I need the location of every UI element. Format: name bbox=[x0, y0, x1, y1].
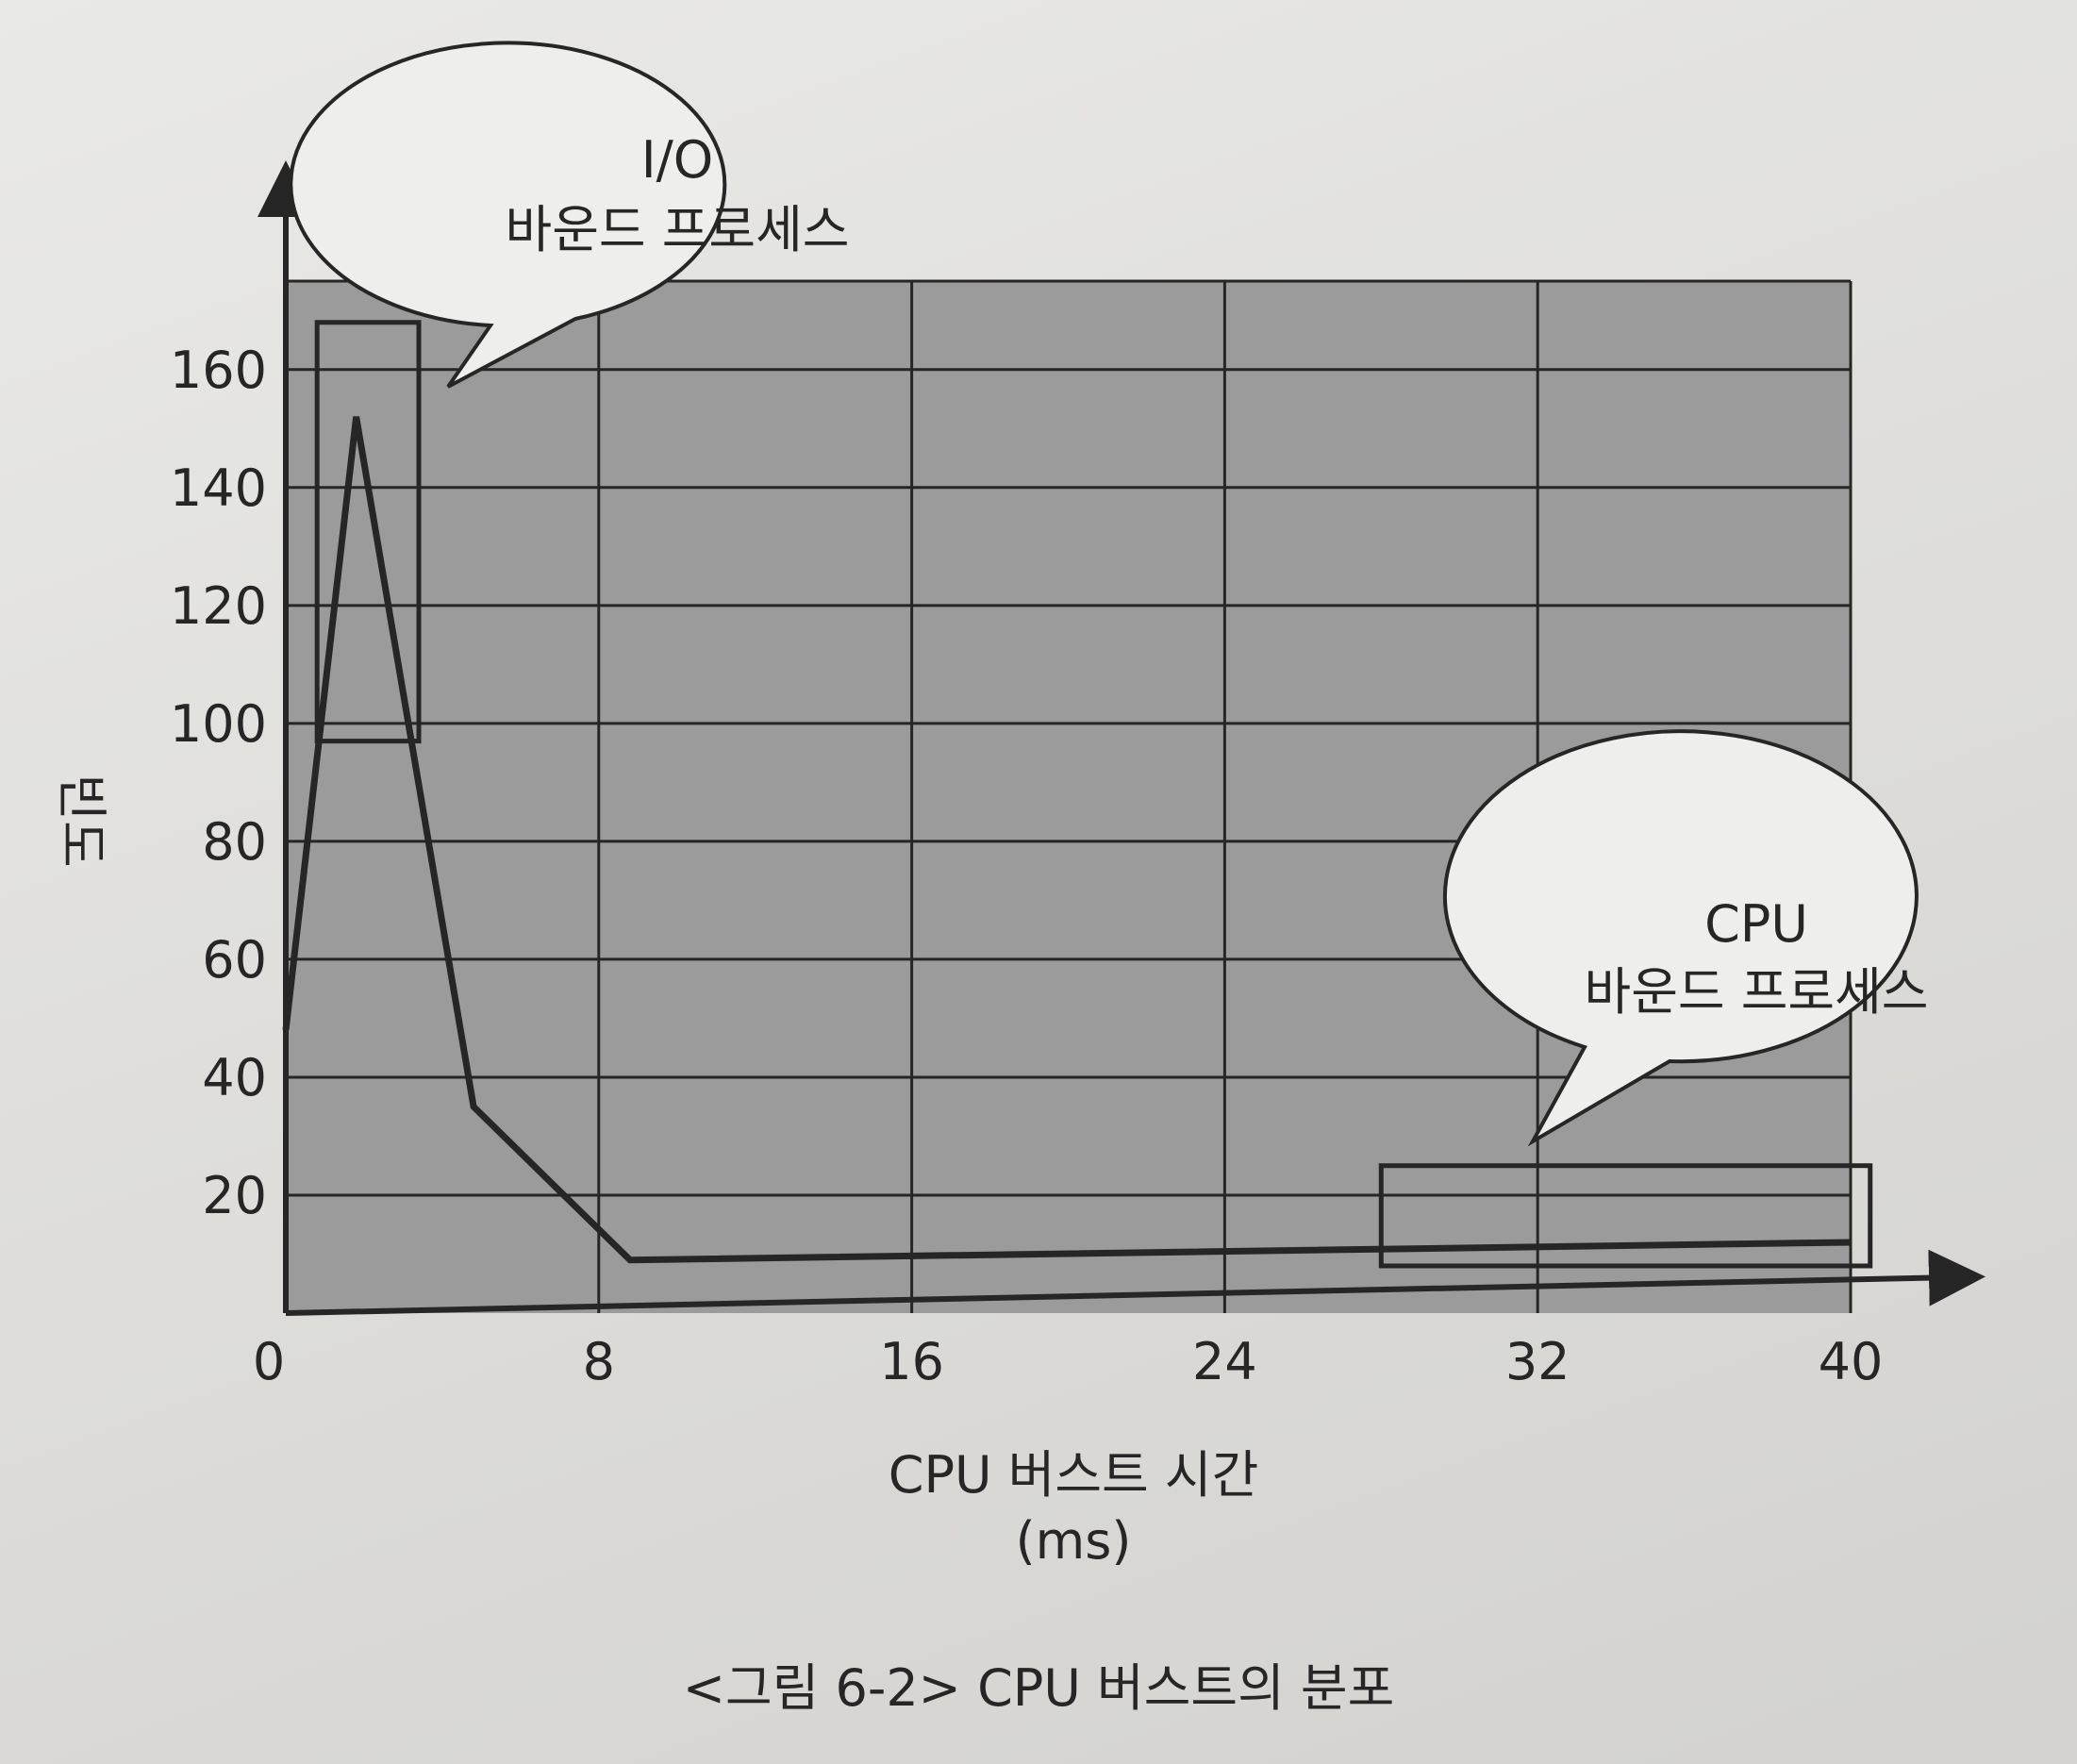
x-tick-labels: 0 8 16 24 32 40 bbox=[253, 1332, 1884, 1391]
figure-caption: <그림 6-2> CPU 버스트의 분포 bbox=[683, 1658, 1395, 1718]
x-tick-label-0: 0 bbox=[253, 1332, 285, 1391]
y-tick-label-7: 160 bbox=[170, 341, 267, 400]
x-tick-label-5: 40 bbox=[1819, 1332, 1884, 1391]
y-tick-label-5: 120 bbox=[170, 576, 267, 636]
annotation-box-1 bbox=[1378, 1163, 1873, 1269]
annotation-boxes bbox=[314, 320, 1873, 1269]
x-tick-label-1: 8 bbox=[583, 1332, 615, 1391]
x-axis bbox=[285, 1249, 1986, 1316]
frequency-line bbox=[282, 416, 1852, 1264]
y-tick-label-4: 100 bbox=[170, 694, 267, 754]
x-axis-unit: (ms) bbox=[1016, 1511, 1132, 1571]
io-bound-bubble: I/O 바운드 프로세스 bbox=[289, 41, 850, 389]
x-tick-label-3: 24 bbox=[1192, 1332, 1257, 1391]
y-tick-label-3: 80 bbox=[202, 812, 267, 872]
io-bubble-shape bbox=[289, 41, 727, 389]
annotation-box-0 bbox=[314, 320, 422, 744]
x-tick-label-4: 32 bbox=[1505, 1332, 1570, 1391]
y-tick-label-0: 20 bbox=[202, 1166, 267, 1225]
y-tick-label-2: 60 bbox=[202, 930, 267, 990]
io-bubble-line1: I/O bbox=[641, 130, 714, 190]
io-bubble-line2: 바운드 프로세스 bbox=[506, 200, 850, 259]
y-tick-label-6: 140 bbox=[170, 458, 267, 518]
cpu-bubble-shape bbox=[1442, 729, 1919, 1147]
x-tick-label-2: 16 bbox=[879, 1332, 944, 1391]
cpu-bubble-line2: 바운드 프로세스 bbox=[1585, 962, 1929, 1022]
y-tick-label-1: 40 bbox=[202, 1048, 267, 1107]
x-axis-title: CPU 버스트 시간 bbox=[889, 1445, 1259, 1505]
y-axis-title: 빈도 bbox=[52, 774, 111, 867]
cpu-bubble-line1: CPU bbox=[1704, 894, 1808, 954]
y-tick-labels: 20 40 60 80 100 120 140 160 bbox=[170, 341, 267, 1225]
cpu-bound-bubble: CPU 바운드 프로세스 bbox=[1442, 729, 1929, 1147]
